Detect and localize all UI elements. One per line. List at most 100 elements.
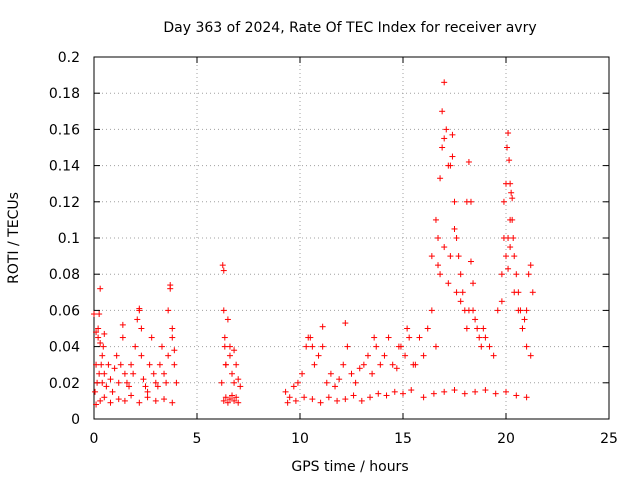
data-point — [465, 158, 472, 165]
data-point — [327, 370, 334, 377]
data-point — [424, 325, 431, 332]
data-point — [449, 131, 456, 138]
data-point — [364, 352, 371, 359]
data-point — [130, 370, 137, 377]
data-point — [235, 399, 242, 406]
data-point — [222, 361, 229, 368]
data-point — [311, 361, 318, 368]
data-point — [148, 334, 155, 341]
data-point — [523, 343, 530, 350]
data-point — [292, 397, 299, 404]
data-point — [492, 390, 499, 397]
data-point — [498, 271, 505, 278]
data-point — [101, 330, 108, 337]
data-point — [98, 361, 105, 368]
data-point — [432, 343, 439, 350]
data-point — [218, 379, 225, 386]
data-point — [231, 397, 238, 404]
data-point — [113, 352, 120, 359]
data-point — [416, 334, 423, 341]
data-point — [219, 262, 226, 269]
data-point — [126, 383, 133, 390]
data-point — [480, 325, 487, 332]
data-point — [169, 325, 176, 332]
data-point — [154, 383, 161, 390]
data-point — [523, 394, 530, 401]
axis-ticks: 0 5 10 15 20 25 0 0.02 0.04 0.06 0.08 0.1 0.12 0.14 0.… — [49, 50, 618, 447]
data-point — [294, 379, 301, 386]
data-point — [420, 352, 427, 359]
data-point — [385, 334, 392, 341]
data-point — [432, 216, 439, 223]
data-point — [220, 267, 227, 274]
data-point — [377, 361, 384, 368]
data-point — [467, 258, 474, 265]
data-point — [136, 305, 143, 312]
x-axis-label: GPS time / hours — [291, 459, 408, 475]
data-point — [93, 329, 100, 336]
data-point — [391, 388, 398, 395]
data-point — [369, 370, 376, 377]
data-point — [513, 271, 520, 278]
data-point — [282, 388, 289, 395]
x-tick-label: 25 — [600, 431, 618, 447]
data-point — [435, 235, 442, 241]
data-point — [150, 370, 157, 377]
data-point — [463, 198, 470, 205]
data-point — [503, 388, 509, 395]
data-point — [103, 383, 110, 390]
data-point — [226, 396, 233, 403]
data-point — [301, 394, 308, 401]
data-point — [97, 339, 104, 346]
data-point — [500, 235, 507, 241]
data-point — [171, 361, 178, 368]
y-tick-label: 0 — [71, 412, 80, 428]
data-point — [371, 334, 378, 341]
data-point — [144, 394, 151, 401]
data-point — [412, 361, 419, 368]
data-point — [451, 387, 458, 394]
data-point — [461, 390, 468, 397]
data-point — [123, 379, 130, 386]
data-point — [498, 298, 505, 305]
data-point — [367, 394, 374, 401]
data-point — [284, 399, 291, 406]
data-point — [336, 376, 343, 383]
data-point — [504, 144, 511, 151]
data-point — [303, 343, 310, 350]
data-point — [224, 316, 231, 323]
data-point — [435, 262, 442, 269]
data-point — [97, 285, 104, 292]
data-point — [138, 352, 145, 359]
data-point — [107, 399, 114, 406]
data-point — [315, 352, 322, 359]
data-point — [100, 343, 107, 350]
data-point — [132, 343, 139, 350]
data-point — [233, 361, 240, 368]
data-point — [325, 394, 332, 401]
data-point — [478, 343, 485, 350]
data-point — [437, 271, 444, 278]
data-point — [443, 126, 450, 133]
data-point — [161, 396, 168, 403]
data-point — [91, 311, 97, 318]
data-point — [95, 334, 102, 341]
data-point — [344, 343, 351, 350]
y-tick-label: 0.06 — [49, 303, 80, 319]
data-point — [494, 307, 501, 314]
data-point — [93, 361, 100, 368]
data-point — [309, 343, 316, 350]
data-point — [455, 253, 462, 260]
plot-frame — [93, 56, 610, 420]
data-point — [237, 383, 244, 390]
data-point — [163, 379, 170, 386]
data-point — [472, 388, 479, 395]
data-point — [319, 323, 326, 330]
data-point — [342, 396, 349, 403]
data-point — [105, 361, 112, 368]
grid-lines — [94, 57, 609, 419]
data-point — [140, 376, 147, 383]
data-point — [169, 399, 176, 406]
data-point — [447, 162, 454, 169]
data-point — [99, 352, 106, 359]
